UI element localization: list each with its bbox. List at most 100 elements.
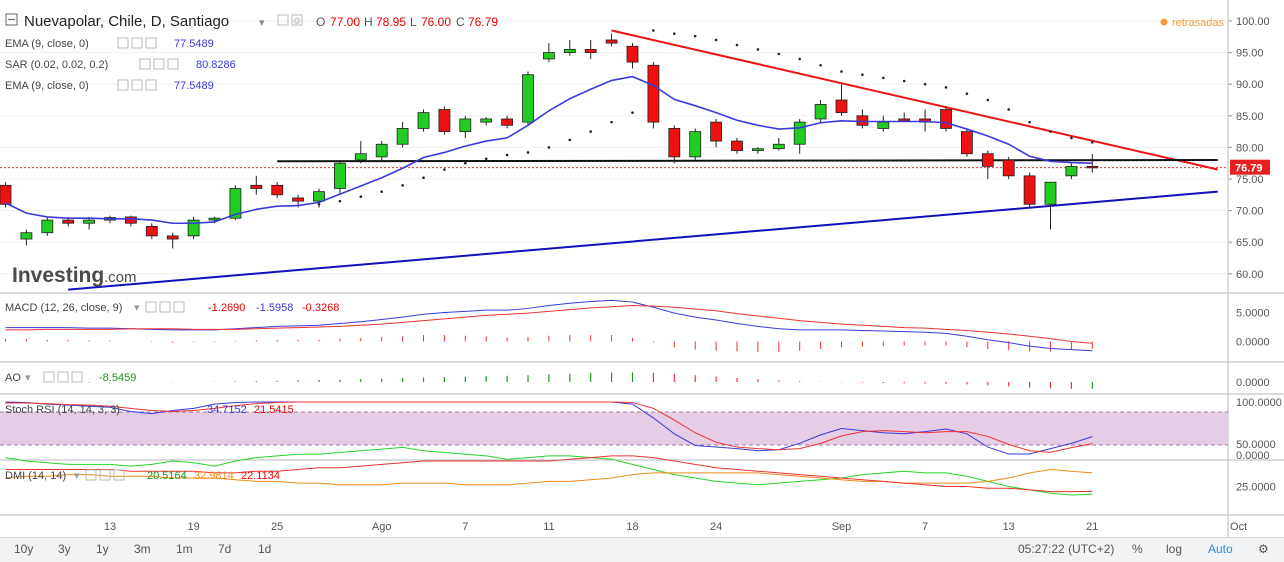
overlay-settings-icon[interactable]	[139, 58, 151, 70]
candle-body	[250, 184, 263, 189]
candle-body	[480, 118, 493, 123]
time-axis-label: 25	[271, 521, 283, 533]
time-axis-label: 13	[1003, 521, 1015, 533]
overlay-settings-icon[interactable]	[145, 79, 157, 91]
sar-dot	[401, 184, 404, 187]
macd-settings-icons[interactable]	[145, 301, 185, 313]
candle-body	[814, 104, 827, 120]
bottom-toolbar: 10y 3y 1y 3m 1m 7d 1d 05:27:22 (UTC+2) % log A…	[0, 537, 1284, 562]
timeframe-button-1d[interactable]: 1d	[258, 542, 272, 556]
time-axis-label: Sep	[832, 521, 852, 533]
candle-body	[1044, 181, 1057, 205]
time-axis-label: 19	[187, 521, 199, 533]
symbol-dropdown-icon[interactable]: ▾	[259, 17, 265, 29]
sar-dot	[840, 70, 843, 73]
trendline-blue	[68, 190, 1218, 291]
dmi-axis-label: 25.0000	[1236, 482, 1276, 494]
time-axis-label: Oct	[1230, 521, 1247, 533]
candle-body	[375, 143, 388, 158]
header-settings-icons[interactable]: ⚙	[277, 14, 303, 26]
time-axis-label: 21	[1086, 521, 1098, 533]
stoch-label: Stoch RSI (14, 14, 3, 3)	[5, 404, 120, 416]
logo-text: Investing	[12, 264, 104, 287]
candle-body	[522, 74, 534, 123]
dmi-legend[interactable]: DMI (14, 14) ▾ 20.5164 32.9814 22.1134	[5, 469, 280, 482]
timeframe-button-1m[interactable]: 1m	[176, 542, 193, 556]
stoch-legend[interactable]: Stoch RSI (14, 14, 3, 3) 34.7152 21.5415	[5, 404, 294, 416]
dmi-axis-label: 50.0000	[1236, 439, 1276, 451]
candle-body	[1086, 165, 1099, 169]
timeframe-button-10y[interactable]: 10y	[14, 542, 34, 556]
overlay-value: 80.8286	[196, 59, 236, 71]
settings-gear-icon[interactable]: ⚙	[1258, 542, 1269, 556]
candle-body	[877, 121, 890, 129]
overlay-settings-icon[interactable]	[117, 79, 129, 91]
timeframe-button-1y[interactable]: 1y	[96, 542, 109, 556]
sar-dot	[819, 63, 822, 67]
ao-axis-label: 0.0000	[1236, 377, 1270, 389]
dmi-dropdown-icon[interactable]: ▾	[74, 470, 80, 482]
candle-body	[731, 140, 743, 151]
percent-scale-button[interactable]: %	[1132, 542, 1143, 556]
sar-dot	[1049, 130, 1052, 133]
overlay-settings-icon[interactable]	[145, 37, 157, 49]
sar-dot	[505, 153, 509, 157]
overlay-label: EMA (9, close, 0)	[5, 80, 89, 92]
candle-body	[501, 118, 514, 126]
overlay-settings-icon[interactable]	[117, 37, 129, 49]
price-axis-label: 60.00	[1236, 269, 1264, 281]
price-axis-label: 70.00	[1236, 206, 1264, 218]
candle-body	[793, 121, 806, 145]
ao-value: -8.5459	[99, 372, 136, 384]
auto-scale-button[interactable]: Auto	[1208, 542, 1233, 556]
dmi-plus-value: 20.5164	[147, 470, 187, 482]
timeframe-button-3m[interactable]: 3m	[134, 542, 151, 556]
macd-dropdown-icon[interactable]: ▾	[134, 302, 140, 314]
last-price-tag	[1230, 159, 1270, 175]
sar-dot	[443, 168, 446, 171]
price-axis-label: 95.00	[1236, 48, 1264, 60]
candle-body	[187, 219, 200, 237]
sar-dot	[610, 120, 613, 124]
ao-settings-icons[interactable]	[43, 371, 83, 383]
delayed-dot-icon	[1160, 18, 1168, 26]
timeframe-button-7d[interactable]: 7d	[218, 542, 232, 556]
macd-legend[interactable]: MACD (12, 26, close, 9) ▾ -1.2690 -1.595…	[5, 301, 339, 314]
overlay-legends: EMA (9, close, 0) 77.5489 SAR (0.02, 0.02,…	[5, 37, 236, 92]
sar-dot	[317, 202, 321, 206]
overlay-settings-icon[interactable]	[131, 79, 143, 91]
overlay-settings-icon[interactable]	[131, 37, 143, 49]
timeframe-button-3y[interactable]: 3y	[58, 542, 71, 556]
dmi-settings-icons[interactable]	[85, 469, 125, 481]
chart-svg[interactable]: 100.00 95.00 90.00 85.00 80.00 75.00 70.00 65.0…	[0, 0, 1284, 537]
ao-dropdown-icon[interactable]: ▾	[25, 372, 31, 384]
sar-dot	[944, 86, 948, 89]
sar-dot	[798, 57, 801, 61]
candle-body	[354, 153, 367, 161]
sar-dot	[652, 29, 655, 32]
price-axis-label: 100.00	[1236, 16, 1270, 28]
chart-collapse-icon[interactable]	[5, 13, 18, 26]
sar-dot	[923, 82, 927, 86]
candle-body	[689, 131, 702, 158]
sar-dot	[882, 76, 885, 80]
sar-dot	[484, 157, 488, 161]
overlay-settings-icon[interactable]	[167, 58, 179, 70]
price-axis-label: 90.00	[1236, 79, 1264, 91]
overlay-settings-icon[interactable]	[153, 58, 165, 70]
macd-axis-label: 5.0000	[1236, 308, 1270, 320]
sar-dot	[735, 43, 739, 47]
ohlc-low-label: L	[410, 15, 417, 29]
sar-dot	[777, 52, 781, 56]
candle-body	[710, 121, 722, 142]
macd-label: MACD (12, 26, close, 9)	[5, 302, 122, 314]
ao-legend[interactable]: AO ▾ -8.5459	[5, 371, 136, 384]
last-price-tag-label: 76.79	[1235, 163, 1263, 175]
ohlc-open-value: 77.00	[330, 15, 360, 29]
candle-body	[626, 45, 639, 63]
sar-dot	[861, 73, 864, 77]
candle-body	[563, 49, 576, 53]
stoch-rsi-band	[0, 412, 1228, 445]
macd-axis-label: 0.0000	[1236, 337, 1270, 349]
log-scale-button[interactable]: log	[1166, 542, 1183, 556]
